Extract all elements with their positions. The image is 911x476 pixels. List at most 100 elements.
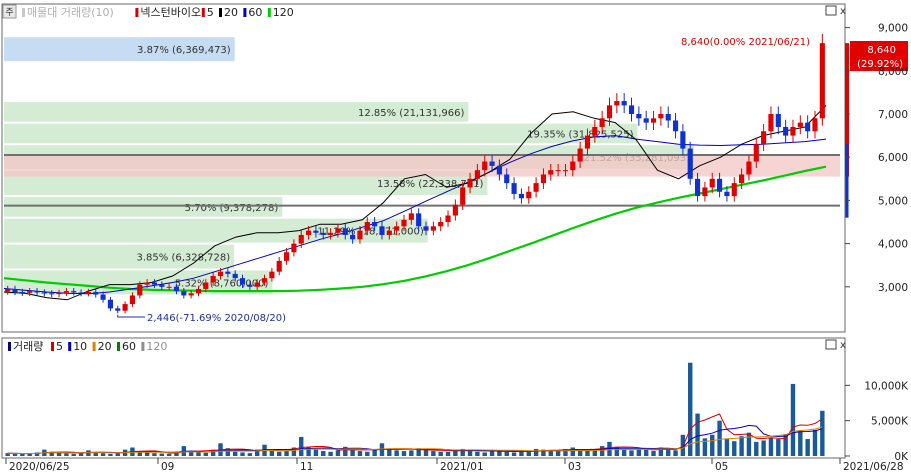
candle (636, 114, 642, 119)
candle (386, 230, 392, 235)
candle (797, 122, 803, 127)
candle (694, 178, 701, 197)
volume-profile-label: 11.29% (18,571,000) (317, 227, 423, 238)
legend-swatch (141, 342, 145, 351)
candle (812, 118, 818, 132)
volume-bar (86, 450, 91, 456)
volume-bar (255, 449, 260, 456)
panel-corner-label: 주 (5, 7, 13, 18)
legend-layer: 매물대 거래량(10) 넥스턴바이오 5 20 60 120 거래량 5 10 20 60 120 (8, 6, 294, 353)
candle (357, 230, 363, 240)
volume-bar (93, 452, 98, 456)
candle (650, 118, 657, 123)
volume-bar (614, 447, 620, 456)
volume-legend-item[interactable]: 60 (122, 340, 136, 353)
volume-bar (49, 451, 54, 456)
current-change-label: (29.92%) (857, 59, 903, 70)
volume-profile-label: 12.85% (21,131,966) (358, 108, 464, 119)
volume-bar (409, 450, 414, 456)
candle (41, 292, 47, 294)
volume-bar (761, 440, 766, 456)
volume-bar (269, 450, 275, 456)
candle (27, 291, 33, 293)
candle (761, 131, 767, 145)
candle (181, 291, 187, 296)
volume-bar (416, 448, 421, 456)
volume-legend-item[interactable]: 120 (146, 340, 167, 353)
volume-bar (739, 436, 744, 456)
price-legend-item[interactable]: 60 (248, 6, 262, 19)
high-annotation: 8,640(0.00% 2021/06/21) (681, 37, 810, 48)
volume-profile-label: 13.58% (22,338,721) (377, 179, 483, 190)
candle (232, 273, 238, 279)
candle (768, 114, 774, 132)
volume-bar (585, 450, 590, 456)
candle (643, 118, 649, 123)
x-tick-label: 05 (715, 461, 728, 473)
candle (775, 114, 781, 127)
volume-bar (475, 451, 480, 456)
price-legend-item[interactable]: 5 (207, 6, 214, 19)
volume-bar (277, 451, 282, 456)
candle (291, 243, 297, 253)
volume-tick-label: 0K (894, 451, 909, 463)
x-tick-label: 2021/01 (440, 461, 484, 473)
volume-bar (357, 451, 363, 456)
volume-bar (548, 450, 553, 456)
volume-bar (100, 453, 106, 456)
candle (783, 126, 789, 136)
volume-legend-item[interactable]: 거래량 (13, 340, 43, 353)
candle (19, 291, 25, 293)
price-legend-item[interactable]: 넥스턴바이오 (140, 6, 201, 19)
candle (217, 271, 224, 276)
volume-bar (64, 453, 69, 456)
price-tick-label: 6,000 (878, 152, 908, 164)
volume-bar (284, 451, 289, 456)
volume-bar (5, 453, 10, 456)
candle (306, 230, 312, 235)
candle (482, 161, 488, 171)
volume-legend-item[interactable]: 10 (73, 340, 87, 353)
volume-legend-item[interactable]: 5 (56, 340, 63, 353)
candle (71, 291, 77, 293)
volume-bar (20, 453, 25, 456)
volume-ma-20 (7, 426, 823, 455)
volume-legend-item[interactable]: 20 (98, 340, 112, 353)
candle (115, 308, 121, 311)
price-panel-restore-button[interactable] (825, 5, 837, 16)
volume-panel-close-button[interactable]: x (840, 340, 846, 351)
low-marker-line (117, 314, 145, 318)
volume-bar (321, 451, 326, 456)
candle (56, 292, 62, 295)
x-tick-label: 03 (568, 461, 581, 473)
volume-bar (188, 451, 194, 456)
volume-bar (460, 448, 465, 456)
volume-profile-label: 3.87% (6,369,473) (137, 45, 231, 56)
candle (496, 165, 502, 175)
candle (188, 293, 194, 296)
candle (628, 105, 635, 114)
volume-bar (621, 449, 627, 456)
candle (739, 174, 745, 184)
candle (364, 222, 370, 231)
candle (379, 226, 385, 235)
price-legend-item[interactable]: 20 (224, 6, 238, 19)
volume-bar (511, 452, 517, 456)
candle (78, 292, 84, 294)
candle (570, 161, 576, 171)
panel-corner-tab[interactable] (2, 4, 17, 19)
price-legend-item[interactable]: 매물대 거래량(10) (27, 6, 114, 19)
candle (709, 178, 715, 188)
candle (790, 126, 796, 136)
candle (518, 193, 524, 199)
price-legend-item[interactable]: 120 (273, 6, 294, 19)
volume-panel-restore-button[interactable] (825, 339, 837, 350)
volume-profile-bar (4, 102, 469, 122)
volume-bar (519, 451, 524, 456)
price-panel-close-button[interactable]: x (840, 6, 846, 17)
candle (100, 294, 106, 300)
candle (173, 286, 180, 292)
volume-bar (482, 452, 487, 456)
candle (342, 228, 348, 235)
